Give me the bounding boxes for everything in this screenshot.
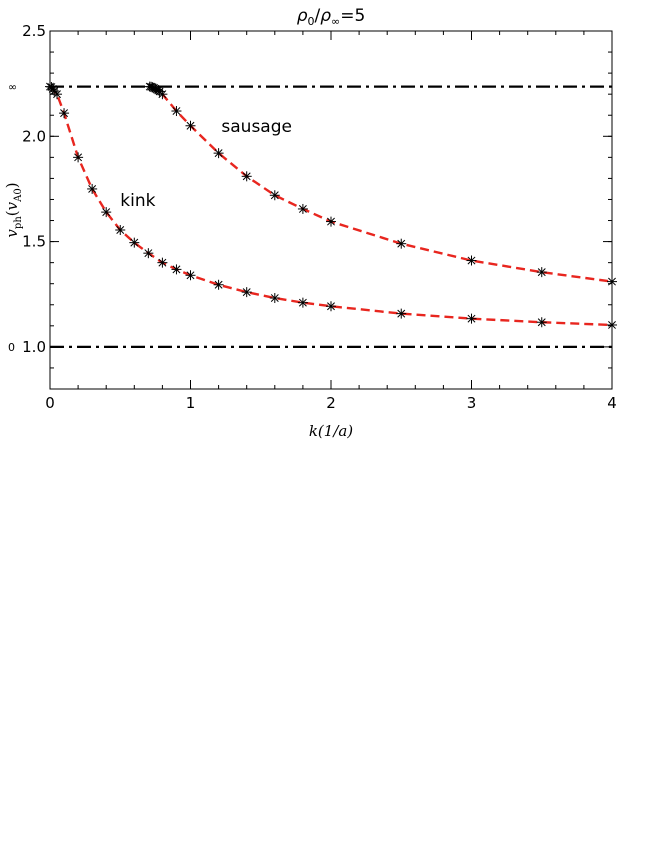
- kink-data-point: [466, 313, 477, 324]
- annotations-layer: sausage kink: [120, 117, 292, 211]
- asymptote-edge-label: 0: [8, 341, 15, 354]
- annotation-kink: kink: [120, 191, 155, 211]
- chart-title: ρ0/ρ∞=5: [297, 6, 366, 28]
- kink-data-point: [143, 248, 154, 259]
- kink-data-point: [59, 108, 70, 119]
- x-tick-label: 1: [186, 394, 196, 412]
- kink-data-point: [87, 183, 98, 194]
- kink-data-point: [101, 207, 112, 218]
- kink-data-point: [73, 152, 84, 163]
- x-tick-label: 3: [467, 394, 477, 412]
- markers-layer: [45, 81, 617, 330]
- x-axis-title: k(1/a): [309, 422, 353, 440]
- sausage-data-point: [157, 89, 168, 100]
- y-tick-label: 1.5: [22, 233, 46, 251]
- kink-data-point: [115, 225, 126, 236]
- kink-data-point: [185, 270, 196, 281]
- kink-data-point: [326, 301, 336, 312]
- kink-data-point: [607, 319, 617, 330]
- kink-data-point: [129, 237, 140, 248]
- sausage-data-point: [241, 171, 252, 182]
- x-tick-label: 2: [326, 394, 336, 412]
- kink-data-point: [157, 257, 168, 268]
- kink-data-point: [52, 89, 63, 100]
- x-tick-label: 0: [45, 394, 55, 412]
- sausage-data-point: [269, 190, 280, 201]
- sausage-data-point: [185, 120, 196, 131]
- y-tick-label: 2.5: [22, 22, 46, 40]
- kink-data-point: [213, 279, 224, 290]
- kink-data-point: [241, 287, 252, 298]
- sausage-data-point: [326, 216, 336, 227]
- y-axis-title: vph(vA0): [3, 182, 24, 237]
- sausage-data-point: [213, 148, 224, 159]
- kink-data-point: [297, 297, 308, 308]
- sausage-data-point: [171, 106, 182, 117]
- sausage-data-point: [466, 255, 477, 266]
- x-tick-label: 4: [607, 394, 617, 412]
- y-tick-label: 2.0: [22, 127, 46, 145]
- kink-data-point: [269, 293, 280, 304]
- y-tick-label: 1.0: [22, 338, 46, 356]
- reference-lines-layer: ∞0: [8, 81, 612, 354]
- kink-data-point: [536, 317, 547, 328]
- annotation-sausage: sausage: [221, 117, 292, 137]
- sausage-curve: [149, 85, 613, 283]
- kink-data-point: [171, 264, 182, 275]
- asymptote-edge-label: ∞: [8, 81, 17, 94]
- kink-data-point: [396, 308, 407, 319]
- sausage-data-point: [607, 276, 617, 287]
- sausage-data-point: [536, 267, 547, 278]
- sausage-data-point: [396, 238, 407, 249]
- sausage-data-point: [297, 203, 308, 214]
